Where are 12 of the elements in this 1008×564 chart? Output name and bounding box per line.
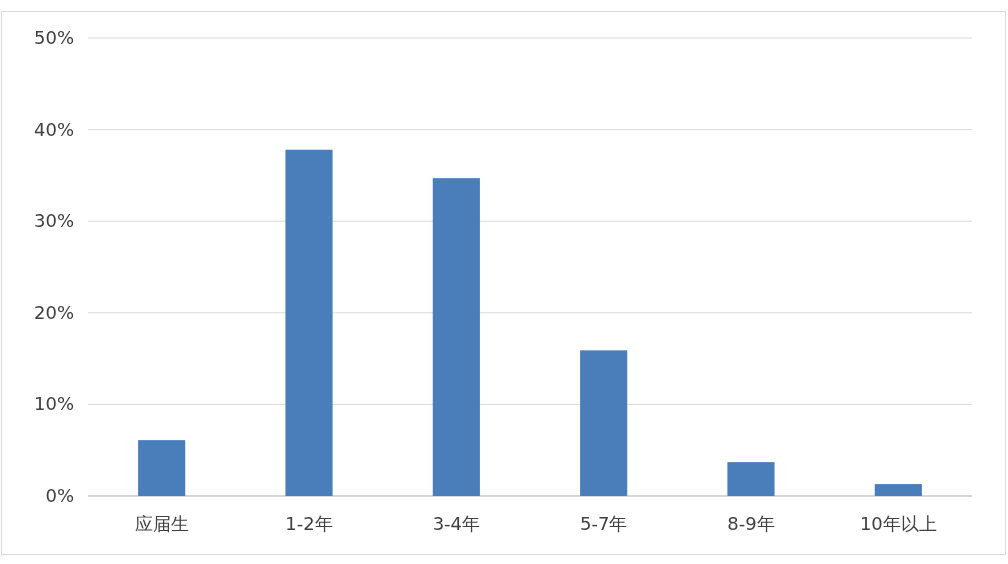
x-tick-label: 5-7年 — [579, 513, 628, 534]
y-tick-label: 40% — [33, 118, 74, 140]
y-tick-label: 30% — [33, 210, 74, 232]
y-tick-label: 50% — [33, 27, 74, 48]
y-tick-label: 0% — [45, 485, 74, 506]
y-tick-label: 20% — [33, 301, 74, 323]
x-tick-label: 8-9年 — [727, 513, 775, 534]
x-tick-label: 3-4年 — [432, 513, 481, 534]
x-tick-label: 1-2年 — [285, 513, 333, 534]
y-tick-label: 10% — [33, 393, 74, 415]
x-tick-label: 应届生 — [134, 513, 189, 534]
x-tick-label: 10年以上 — [859, 513, 937, 534]
